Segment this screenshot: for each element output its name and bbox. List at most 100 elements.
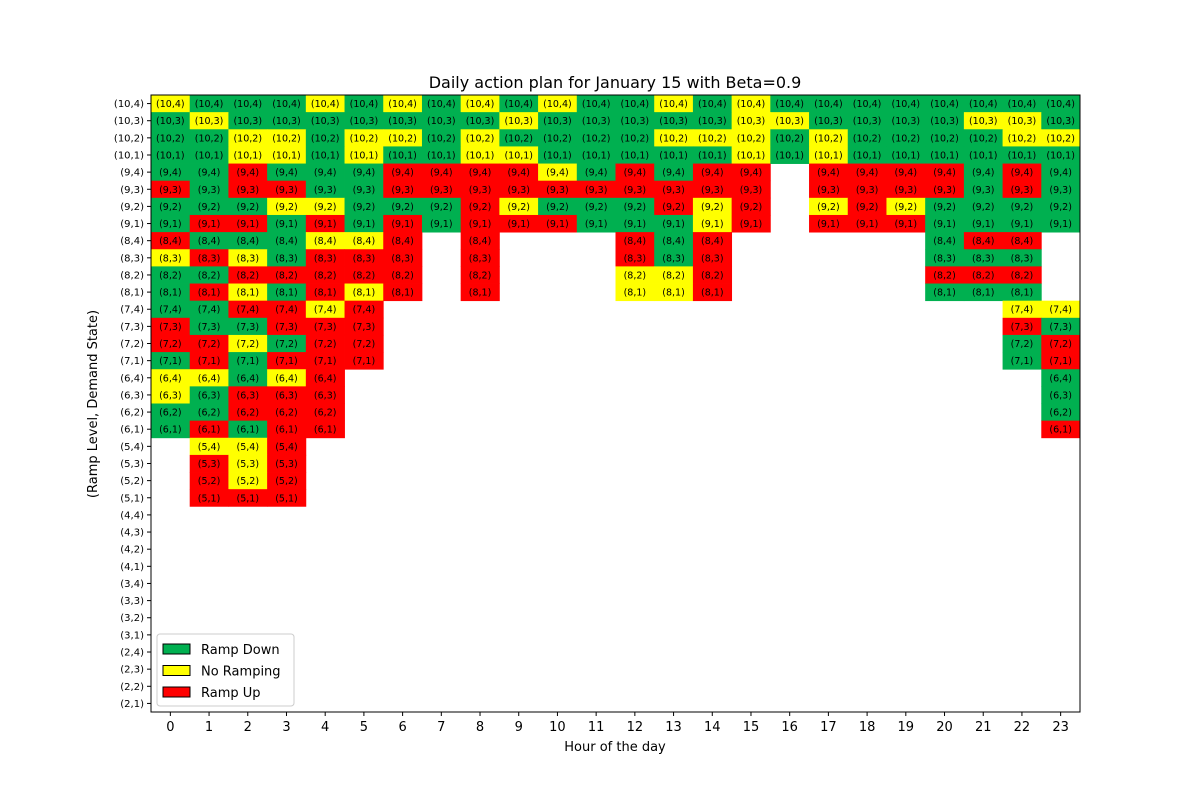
x-tick-label: 17 — [820, 720, 837, 735]
cell-label: (10,3) — [737, 116, 766, 127]
cell-label: (6,1) — [159, 425, 182, 436]
cell-label: (10,4) — [466, 99, 495, 110]
cell-label: (6,1) — [198, 425, 221, 436]
heatmap-cell — [1002, 283, 1042, 302]
x-tick-label: 11 — [588, 720, 605, 735]
heatmap-cell — [228, 489, 268, 507]
heatmap-cell — [189, 317, 229, 336]
legend-swatch — [162, 686, 191, 698]
cell-label: (7,2) — [159, 339, 182, 350]
heatmap-cell — [1041, 420, 1081, 439]
heatmap-cell — [189, 95, 229, 113]
cell-label: (9,2) — [198, 202, 221, 213]
heatmap-cell — [305, 317, 345, 336]
cell-label: (9,4) — [817, 168, 840, 179]
cell-label: (8,2) — [353, 270, 376, 281]
cell-label: (9,2) — [933, 202, 956, 213]
cell-label: (9,3) — [895, 185, 918, 196]
x-tick-label: 0 — [166, 720, 174, 735]
cell-label: (8,2) — [624, 270, 647, 281]
cell-label: (9,4) — [1011, 168, 1034, 179]
heatmap-cell — [267, 249, 307, 267]
heatmap-cell — [344, 95, 384, 113]
x-axis-label: Hour of the day — [564, 740, 666, 755]
y-axis-label: (Ramp Level, Demand State) — [86, 310, 101, 498]
cell-label: (10,4) — [1008, 99, 1037, 110]
cell-label: (7,3) — [198, 322, 221, 333]
heatmap-cell — [963, 232, 1003, 250]
cell-label: (9,3) — [972, 185, 995, 196]
heatmap-cell — [499, 129, 539, 147]
heatmap-cell — [267, 317, 307, 336]
heatmap-cell — [151, 95, 191, 113]
cell-label: (9,4) — [740, 168, 763, 179]
heatmap-cell — [692, 249, 733, 267]
heatmap-cell — [151, 369, 191, 387]
heatmap-cell — [886, 180, 926, 199]
cell-label: (8,1) — [469, 288, 492, 299]
heatmap-cell — [228, 300, 268, 319]
heatmap-cell — [344, 197, 384, 216]
cell-label: (6,2) — [237, 408, 260, 419]
heatmap-cell — [1041, 146, 1081, 164]
cell-label: (9,1) — [469, 219, 492, 230]
heatmap-cell — [189, 180, 229, 199]
heatmap-cell — [1002, 352, 1042, 370]
heatmap-cell — [228, 334, 268, 353]
cell-label: (8,4) — [391, 236, 414, 247]
cell-label: (6,2) — [275, 408, 298, 419]
cell-label: (9,3) — [624, 185, 647, 196]
x-tick-label: 15 — [743, 720, 760, 735]
heatmap-cell — [460, 163, 500, 182]
heatmap-cell — [1041, 197, 1081, 216]
y-tick-label: (9,2) — [120, 202, 144, 213]
cell-label: (10,4) — [621, 99, 650, 110]
heatmap-cell — [770, 95, 810, 113]
heatmap-cell — [654, 266, 694, 284]
heatmap-cell — [305, 232, 345, 250]
heatmap-cell — [421, 214, 462, 233]
cell-label: (10,1) — [930, 150, 959, 161]
heatmap-cell — [305, 352, 345, 370]
heatmap-cell — [1041, 386, 1081, 404]
heatmap-cell — [460, 112, 500, 130]
cell-label: (9,1) — [740, 219, 763, 230]
x-tick-label: 23 — [1052, 720, 1069, 735]
heatmap-cell — [963, 214, 1003, 233]
y-tick-label: (4,2) — [120, 545, 144, 556]
heatmap-cell — [499, 95, 539, 113]
y-tick-label: (6,1) — [120, 425, 144, 436]
heatmap-cell — [925, 232, 965, 250]
cell-label: (7,2) — [275, 339, 298, 350]
heatmap-cell — [886, 112, 926, 130]
cell-label: (9,4) — [972, 168, 995, 179]
heatmap-cell — [538, 146, 578, 164]
heatmap-cell — [615, 266, 655, 284]
legend-swatch — [162, 643, 191, 655]
cell-label: (10,3) — [427, 116, 456, 127]
cell-label: (8,1) — [1011, 288, 1034, 299]
cell-label: (8,3) — [624, 253, 647, 264]
cell-label: (9,1) — [314, 219, 337, 230]
cell-label: (8,3) — [701, 253, 724, 264]
cell-label: (10,1) — [427, 150, 456, 161]
heatmap-cell — [654, 283, 694, 302]
heatmap-cell — [383, 214, 423, 233]
heatmap-cell — [228, 180, 268, 199]
heatmap-cell — [963, 129, 1003, 147]
cell-label: (9,3) — [353, 185, 376, 196]
heatmap-cell — [847, 112, 887, 130]
heatmap-cell — [344, 214, 384, 233]
heatmap-cell — [383, 283, 423, 302]
heatmap-cell — [267, 300, 307, 319]
cell-label: (10,1) — [233, 150, 262, 161]
cell-label: (6,4) — [275, 373, 298, 384]
heatmap-cell — [267, 283, 307, 302]
heatmap-cell — [847, 95, 887, 113]
heatmap-cell — [228, 146, 268, 164]
y-tick-label: (9,1) — [120, 219, 144, 230]
heatmap-cell — [460, 146, 500, 164]
cell-label: (9,4) — [159, 168, 182, 179]
heatmap-cell — [267, 112, 307, 130]
